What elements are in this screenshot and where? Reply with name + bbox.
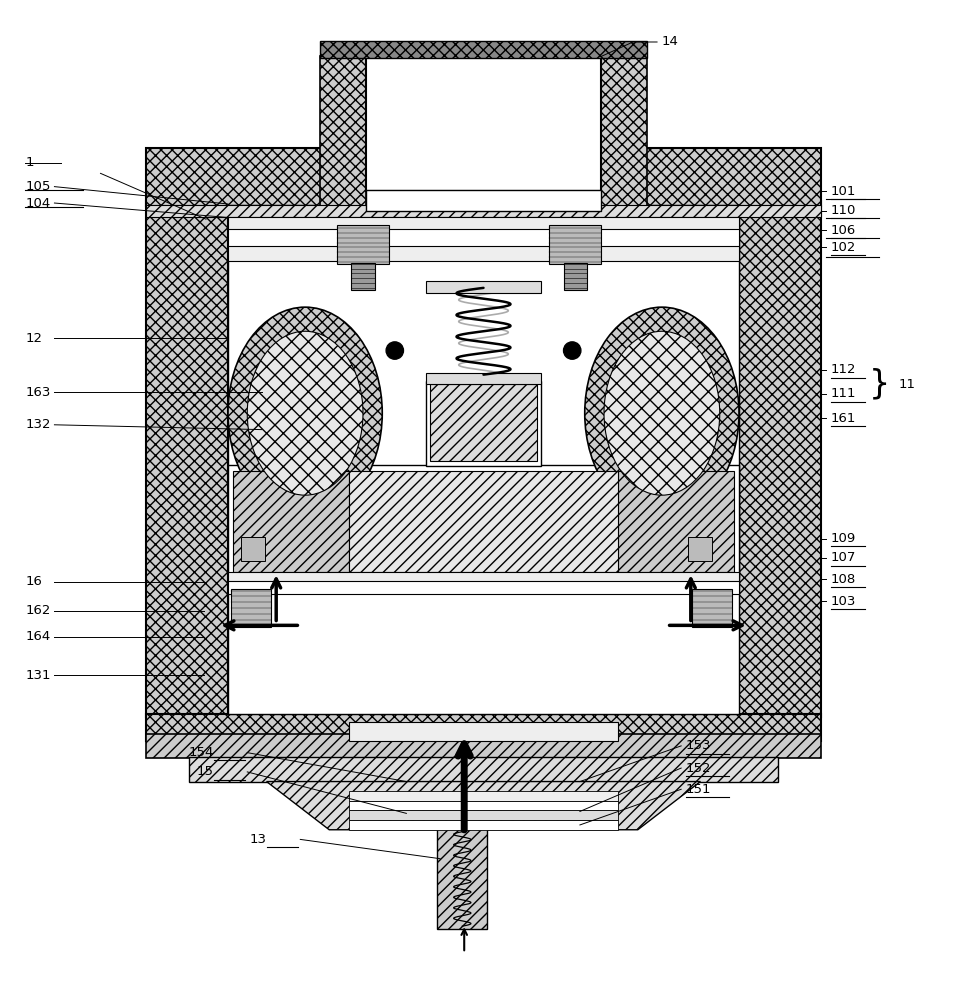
Text: 12: 12 [25, 332, 43, 345]
Text: 108: 108 [831, 573, 856, 586]
Text: 14: 14 [661, 35, 679, 48]
Bar [319, 41, 648, 58]
Bar [319, 56, 366, 211]
Bar [688, 537, 712, 561]
Bar [601, 56, 648, 211]
Bar [228, 217, 739, 230]
Text: }: } [869, 368, 891, 401]
Circle shape [386, 342, 403, 359]
Bar [739, 201, 821, 717]
Ellipse shape [585, 307, 739, 519]
Bar [425, 373, 542, 384]
Bar [691, 589, 732, 627]
Text: 111: 111 [831, 387, 856, 400]
Text: 107: 107 [831, 551, 856, 564]
Bar [228, 205, 739, 714]
Text: 132: 132 [25, 418, 51, 431]
Text: 13: 13 [249, 833, 267, 846]
Bar [228, 229, 739, 247]
Bar [348, 810, 619, 820]
Bar [425, 281, 542, 293]
Text: 1: 1 [25, 156, 34, 169]
Text: 164: 164 [25, 630, 50, 643]
Text: 106: 106 [831, 224, 856, 237]
Text: 103: 103 [831, 595, 856, 608]
Text: 152: 152 [686, 762, 712, 775]
Bar [228, 465, 739, 577]
Text: 16: 16 [25, 575, 43, 588]
Circle shape [564, 342, 581, 359]
Bar [146, 205, 821, 217]
Bar [348, 801, 619, 810]
Text: 131: 131 [25, 669, 51, 682]
Bar [348, 722, 619, 741]
Bar [190, 757, 777, 782]
Bar [430, 384, 537, 461]
Bar [437, 828, 487, 929]
Text: 163: 163 [25, 386, 51, 399]
Text: 15: 15 [196, 765, 214, 778]
Bar [337, 225, 389, 264]
Bar [351, 263, 374, 290]
Bar [366, 49, 601, 191]
Bar [348, 471, 619, 572]
Bar [241, 537, 265, 561]
Bar [146, 201, 228, 717]
Ellipse shape [228, 307, 382, 519]
Text: 153: 153 [686, 739, 712, 752]
Bar [366, 190, 601, 211]
Bar [231, 589, 272, 627]
Text: 161: 161 [831, 412, 856, 425]
Text: 154: 154 [189, 746, 214, 759]
Bar [146, 734, 821, 758]
Bar [564, 263, 587, 290]
Text: 101: 101 [831, 185, 856, 198]
Text: 104: 104 [25, 197, 50, 210]
Bar [228, 572, 739, 582]
Bar [146, 714, 821, 741]
Polygon shape [267, 782, 700, 830]
Text: 11: 11 [898, 378, 915, 391]
Bar [228, 581, 739, 594]
Bar [619, 471, 734, 572]
Bar [233, 471, 348, 572]
Text: 110: 110 [831, 204, 856, 217]
Bar [425, 381, 542, 466]
Bar [348, 820, 619, 830]
Bar [146, 148, 821, 206]
Text: 105: 105 [25, 180, 51, 193]
Text: 102: 102 [831, 241, 856, 254]
Text: 162: 162 [25, 604, 51, 617]
Text: 112: 112 [831, 363, 856, 376]
Ellipse shape [248, 331, 363, 495]
Bar [549, 225, 601, 264]
Text: 109: 109 [831, 532, 856, 545]
Text: 151: 151 [686, 783, 712, 796]
Bar [228, 246, 739, 261]
Bar [348, 791, 619, 801]
Ellipse shape [604, 331, 719, 495]
